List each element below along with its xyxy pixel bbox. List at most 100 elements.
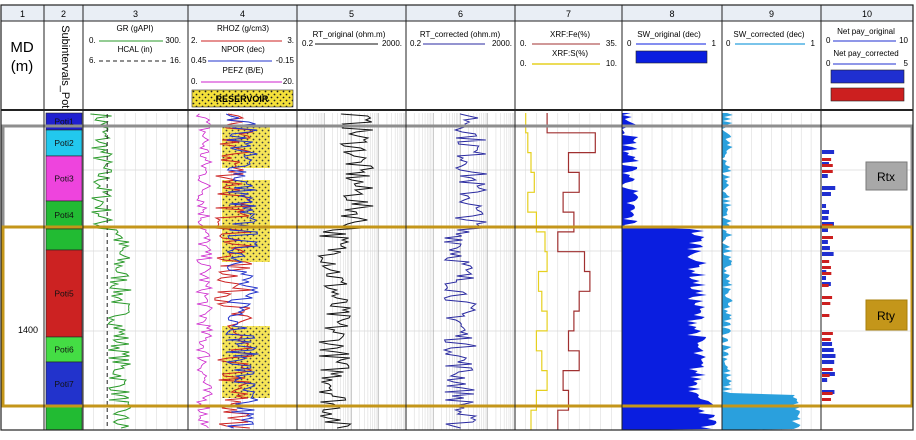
pefz-min: 0.	[191, 77, 198, 86]
rty-zone-outline	[1, 225, 914, 408]
hcal-curve-name: HCAL (in)	[118, 45, 153, 54]
rt-original-curve	[317, 113, 375, 429]
netpay-original-bar	[822, 150, 835, 154]
npor-max: -0.15	[276, 56, 295, 65]
netpay-original-bar	[822, 240, 828, 244]
gr-curve-name: GR (gAPI)	[117, 24, 154, 33]
netpay-corrected-max: 5	[904, 59, 909, 68]
netpay-original-bar	[822, 204, 827, 208]
track-number: 9	[769, 9, 774, 19]
netpay-corrected-min: 0	[826, 59, 831, 68]
subinterval-zone	[45, 249, 83, 338]
xrf-fe-max: 35.	[606, 39, 617, 48]
subinterval-zone	[45, 129, 83, 157]
log-frame	[0, 4, 914, 431]
netpay-original-bar	[822, 348, 834, 352]
netpay-original-min: 0	[826, 36, 831, 45]
subinterval-zone	[45, 155, 83, 202]
netpay-corrected-bar	[822, 314, 830, 317]
netpay-corrected-bar	[822, 338, 831, 341]
rt-corrected-min: 0.2	[410, 39, 422, 48]
subinterval-zone	[45, 405, 83, 431]
sw-corrected-min: 0	[726, 39, 731, 48]
netpay-original-curve-name: Net pay_original	[837, 27, 895, 36]
pefz-max: 20.	[283, 77, 294, 86]
md-label-line2: (m)	[11, 58, 34, 75]
subinterval-zone-label: Poti2	[54, 138, 74, 148]
gr-min: 0.	[89, 36, 96, 45]
sw-original-legend-swatch	[635, 50, 708, 64]
subinterval-zone-label: Poti6	[54, 345, 74, 355]
track-number: 6	[458, 9, 463, 19]
subinterval-zone-label: Poti5	[54, 289, 74, 299]
subinterval-zone-label: Poti3	[54, 174, 74, 184]
track-number: 8	[669, 9, 674, 19]
sw-original-fill	[622, 113, 717, 430]
netpay-corrected-bar	[822, 284, 829, 287]
netpay-corrected-bar	[822, 392, 833, 395]
subinterval-zone-label: Poti7	[54, 379, 74, 389]
netpay-corrected-bar	[822, 296, 833, 299]
track-number-row: 1 2 3 4 5 6 7 8 9 10	[0, 4, 914, 22]
subinterval-zone	[45, 200, 83, 230]
netpay-corrected-bar	[822, 236, 833, 239]
netpay-original-bar	[822, 246, 830, 250]
xrf-s-curve-name: XRF:S(%)	[552, 49, 588, 58]
track-number: 3	[133, 9, 138, 19]
sw-original-min: 0	[627, 39, 632, 48]
npor-curve	[225, 113, 260, 429]
netpay-corrected-bar	[822, 398, 831, 401]
netpay-original-bar	[822, 186, 836, 190]
netpay-corrected-bar	[822, 272, 832, 275]
netpay-original-bar	[822, 174, 828, 178]
subintervals-title: Subintervals_Poti	[59, 25, 71, 111]
netpay-original-bar	[822, 342, 833, 346]
subinterval-zones: Poti1 Poti2 Poti3 Poti4 Poti5 Poti6 Poti7	[45, 112, 83, 431]
netpay-original-bar	[822, 228, 828, 232]
sw-original-max: 1	[712, 39, 717, 48]
xrf-s-max: 10.	[606, 59, 617, 68]
npor-curve-name: NPOR (dec)	[221, 45, 265, 54]
xrf-s-min: 0.	[520, 59, 527, 68]
track-number: 5	[349, 9, 354, 19]
subinterval-zone-label: Poti1	[54, 117, 74, 127]
npor-min: 0.45	[191, 56, 207, 65]
rhoz-min: 2.	[191, 36, 198, 45]
rty-marker-label: Rty	[877, 309, 895, 323]
rt-corrected-curve	[442, 113, 488, 429]
gr-curve	[90, 113, 132, 429]
rt-corrected-max: 2000.	[492, 39, 512, 48]
xrf-fe-min: 0.	[520, 39, 527, 48]
rt-original-min: 0.2	[302, 39, 314, 48]
reservoir-legend-label: RESERVOIR	[216, 94, 269, 104]
netpay-corrected-curve-name: Net pay_corrected	[833, 49, 898, 58]
xrf-s-curve	[525, 113, 548, 430]
subinterval-zone	[45, 228, 83, 251]
netpay-original-bar	[822, 210, 830, 214]
log-curves	[90, 113, 836, 430]
rhoz-max: 3.	[287, 36, 294, 45]
sw-corrected-max: 1	[811, 39, 816, 48]
rhoz-curve	[213, 113, 254, 429]
netpay-original-legend-swatch	[830, 69, 905, 84]
rtx-marker-label: Rtx	[877, 170, 895, 184]
hcal-min: 6.	[89, 56, 96, 65]
rtx-marker-box	[865, 161, 908, 191]
netpay-original-bar	[822, 276, 827, 280]
rtx-zone-outline	[1, 124, 914, 229]
pefz-curve	[195, 113, 214, 429]
netpay-original-bar	[822, 354, 836, 358]
netpay-original-max: 10	[899, 36, 908, 45]
reservoir-legend-swatch	[191, 89, 294, 108]
netpay-corrected-bar	[822, 332, 833, 335]
hcal-max: 16.	[170, 56, 181, 65]
xrf-fe-curve	[546, 113, 596, 430]
netpay-corrected-bar	[822, 368, 833, 371]
depth-label: 1400	[18, 325, 38, 335]
netpay-corrected-bar	[822, 260, 830, 263]
rhoz-curve-name: RHOZ (g/cm3)	[217, 24, 269, 33]
md-label-line1: MD	[10, 39, 33, 56]
sw-corrected-curve-name: SW_corrected (dec)	[733, 30, 804, 39]
